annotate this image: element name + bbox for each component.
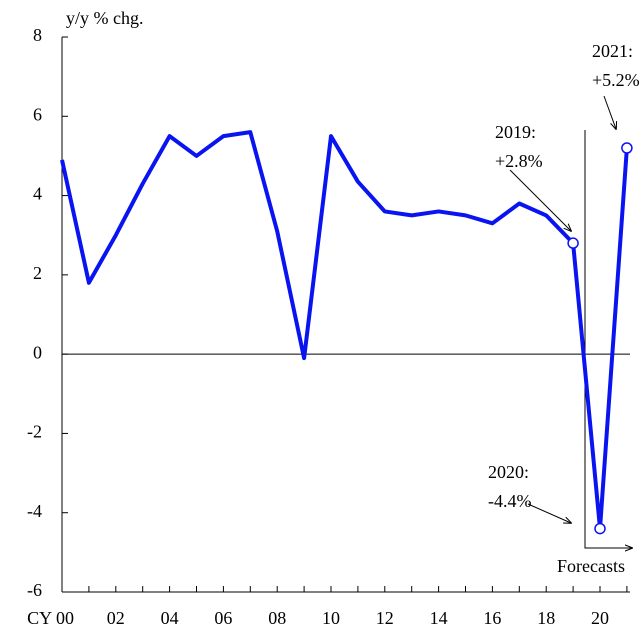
- x-tick-label: 06: [214, 608, 232, 628]
- annotation: +5.2%: [592, 70, 640, 90]
- y-tick-label: 2: [33, 263, 42, 283]
- annotation: Forecasts: [557, 556, 625, 576]
- x-tick-label: 12: [376, 608, 394, 628]
- point-marker: [567, 237, 579, 249]
- annotation-arrow: [509, 169, 571, 231]
- y-tick-label: -2: [27, 422, 42, 442]
- y-tick-label: 0: [33, 342, 42, 362]
- x-tick-label: 14: [430, 608, 448, 628]
- annotation-arrow: [527, 503, 571, 523]
- annotation: -4.4%: [488, 491, 532, 511]
- point-marker: [594, 522, 606, 535]
- y-tick-label: -4: [27, 501, 42, 521]
- point-marker: [621, 142, 633, 154]
- x-tick-label: 18: [537, 608, 555, 628]
- annotation: +2.8%: [495, 151, 543, 171]
- annotation: 2020:: [488, 462, 529, 482]
- annotation-arrow: [603, 95, 616, 129]
- y-tick-label: 8: [33, 25, 42, 45]
- x-tick-label: 04: [161, 608, 179, 628]
- x-tick-label: CY 00: [27, 608, 74, 628]
- x-tick-label: 10: [322, 608, 340, 628]
- y-axis-label: y/y % chg.: [66, 8, 143, 28]
- line: [60, 130, 629, 531]
- annotation: 2019:: [495, 122, 536, 142]
- x-tick-label: 20: [591, 608, 609, 628]
- x-tick-label: 16: [483, 608, 501, 628]
- x-tick-label: 02: [107, 608, 125, 628]
- annotation: 2021:: [592, 41, 633, 61]
- x-tick-label: 08: [268, 608, 286, 628]
- y-tick-label: 4: [33, 184, 42, 204]
- forecast-divider: [584, 130, 632, 548]
- y-tick-label: 6: [33, 104, 42, 124]
- y-tick-label: -6: [27, 580, 42, 600]
